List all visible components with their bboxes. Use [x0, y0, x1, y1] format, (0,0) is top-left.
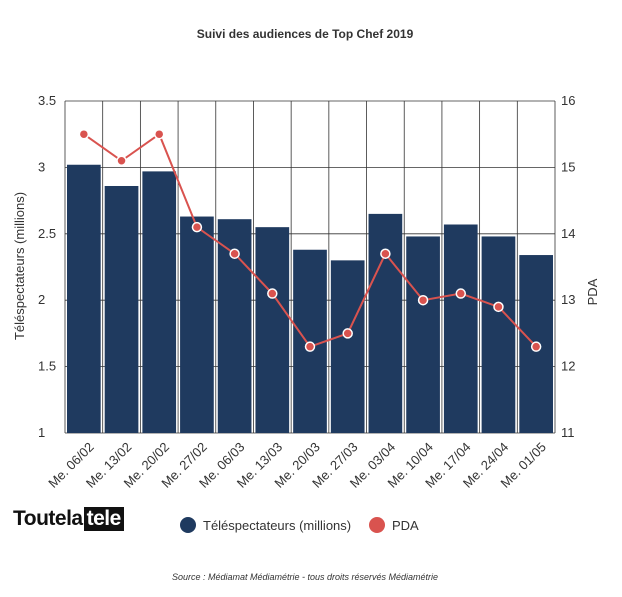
pda-point — [304, 341, 316, 352]
y-tick-label: 2.5 — [38, 226, 56, 241]
pda-point — [116, 155, 127, 167]
bar — [406, 236, 440, 433]
line-group — [78, 128, 542, 352]
bar — [443, 224, 478, 433]
y-tick-label: 2 — [38, 292, 45, 307]
y2-tick-label: 11 — [561, 425, 575, 440]
pda-point — [342, 328, 353, 339]
y-tick-label: 1 — [38, 425, 45, 440]
pda-point — [493, 301, 504, 313]
bars-group — [67, 164, 553, 433]
legend-marker-pda — [369, 517, 385, 533]
source-note: Source : Médiamat Médiamétrie - tous dro… — [172, 572, 438, 582]
y-axis-label: Téléspectateurs (millions) — [12, 192, 27, 340]
pda-point — [417, 294, 429, 306]
y-tick-label: 3.5 — [38, 93, 56, 108]
logo-text-part1: Toutela — [13, 507, 83, 530]
y2-tick-label: 14 — [561, 226, 575, 241]
bar — [142, 171, 177, 433]
pda-point — [455, 288, 467, 299]
legend-marker-viewers — [180, 517, 196, 533]
legend-label-viewers: Téléspectateurs (millions) — [203, 518, 351, 533]
y2-tick-label: 15 — [561, 159, 575, 174]
bar — [180, 216, 214, 433]
bar — [104, 185, 139, 433]
bar — [330, 260, 365, 433]
bar — [481, 236, 516, 433]
y2-tick-label: 16 — [561, 93, 575, 108]
pda-point — [380, 248, 391, 259]
pda-point — [153, 128, 165, 140]
y-axis-ticks: 1 1.5 2 2.5 3 3.5 — [38, 93, 56, 440]
legend-label-pda: PDA — [392, 518, 419, 533]
bar — [368, 213, 403, 433]
logo-text-part2: tele — [83, 507, 124, 531]
toutelatele-logo: Toutela tele — [13, 507, 124, 531]
pda-point — [191, 221, 203, 233]
pda-point — [229, 248, 240, 259]
bar — [293, 249, 327, 433]
y2-tick-label: 13 — [561, 292, 575, 307]
bar — [255, 227, 290, 433]
legend: Téléspectateurs (millions) PDA — [180, 517, 419, 533]
pda-point — [267, 288, 278, 299]
bar — [67, 164, 101, 433]
chart-title: Suivi des audiences de Top Chef 2019 — [197, 27, 414, 41]
y2-axis-ticks: 11 12 13 14 15 16 — [561, 93, 575, 440]
pda-point — [530, 341, 542, 352]
pda-point — [78, 128, 90, 140]
y2-axis-label: PDA — [585, 278, 600, 305]
y-tick-label: 3 — [38, 159, 45, 174]
y2-tick-label: 12 — [561, 359, 575, 374]
y-tick-label: 1.5 — [38, 359, 56, 374]
